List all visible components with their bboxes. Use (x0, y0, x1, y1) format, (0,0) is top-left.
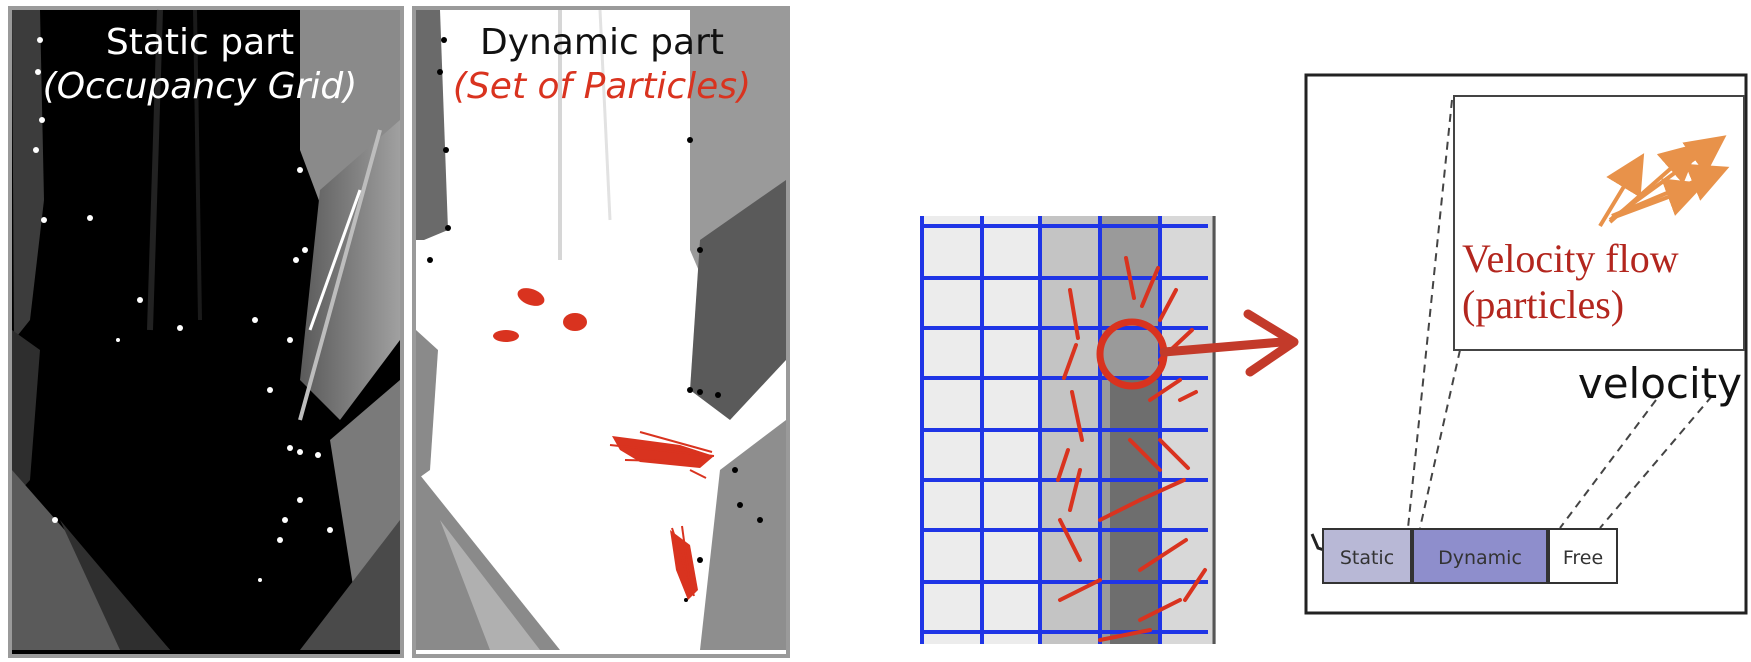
dynamic-particle-panel (412, 6, 790, 658)
velocity-flow-line2: (particles) (1462, 282, 1625, 327)
velocity-flow-line1: Velocity flow (1462, 236, 1679, 281)
state-free-segment: Free (1548, 528, 1618, 584)
velocity-flow-label: Velocity flow (particles) (1462, 236, 1742, 328)
dynamic-panel-subtitle: (Set of Particles) (452, 66, 752, 107)
static-occupancy-panel (8, 6, 404, 658)
occupancy-grid-zoom (920, 216, 1216, 644)
dynamic-panel-title: Dynamic part (479, 22, 725, 63)
static-panel-subtitle: (Occupancy Grid) (42, 66, 358, 107)
state-dynamic-segment: Dynamic (1412, 528, 1548, 584)
state-static-segment: Static (1322, 528, 1412, 584)
cell-detail-box (1304, 73, 1748, 615)
zoom-arrow (1159, 309, 1299, 377)
velocity-label: velocity (1577, 359, 1742, 408)
static-panel-title: Static part (105, 22, 295, 63)
